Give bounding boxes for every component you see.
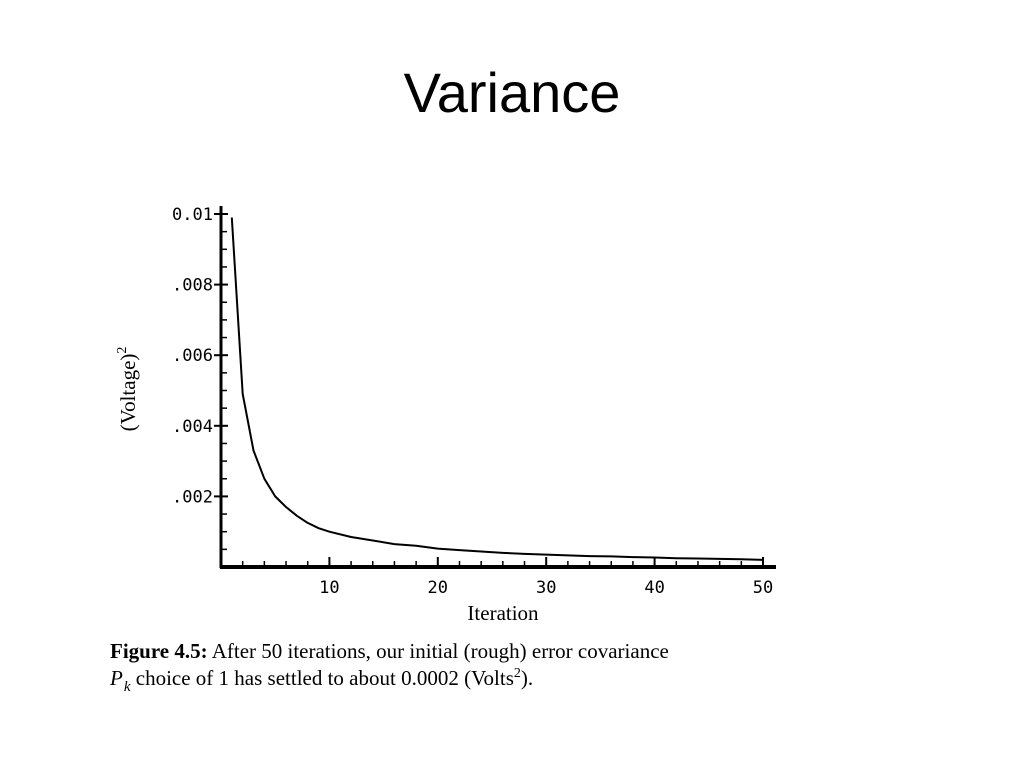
x-axis-title: Iteration: [467, 601, 539, 625]
variance-series-line: [230, 217, 764, 561]
variance-chart: .002 .004 .006 .008 0.01 10 20 30 40 50 Iteration…: [115, 205, 776, 625]
caption-symbol-letter: P: [110, 666, 123, 690]
x-tick-label: 20: [428, 578, 448, 598]
figure-caption: Figure 4.5: After 50 iterations, our ini…: [110, 638, 830, 701]
y-axis-title-superscript: 2: [115, 347, 130, 354]
x-tick-label: 40: [644, 578, 664, 598]
caption-line-2: Pk choice of 1 has settled to about 0.00…: [110, 665, 830, 701]
y-tick-label: .004: [172, 417, 213, 437]
minor-ticks: [221, 213, 764, 567]
caption-label: Figure 4.5:: [110, 639, 208, 663]
y-tick-label: 0.01: [172, 205, 213, 225]
caption-symbol: Pk: [110, 666, 131, 695]
caption-line-1: Figure 4.5: After 50 iterations, our ini…: [110, 638, 830, 665]
y-axis-title: (Voltage)2: [115, 347, 140, 432]
slide-title: Variance: [403, 61, 621, 124]
y-tick-label: .002: [172, 487, 213, 507]
x-tick-label: 10: [319, 578, 339, 598]
x-tick-label: 50: [753, 578, 773, 598]
y-axis-title-group: (Voltage)2: [115, 347, 140, 432]
caption-superscript: 2: [513, 666, 521, 681]
tick-labels: .002 .004 .006 .008 0.01 10 20 30 40 50: [172, 205, 773, 598]
caption-line-1-text: After 50 iterations, our initial (rough)…: [207, 639, 669, 663]
y-tick-label: .008: [172, 276, 213, 296]
caption-line-2-end: ).: [520, 666, 534, 690]
caption-symbol-subscript: k: [123, 679, 131, 695]
y-tick-label: .006: [172, 346, 213, 366]
caption-line-2-text: choice of 1 has settled to about 0.0002 …: [130, 666, 514, 690]
y-axis-title-text: (Voltage): [116, 354, 140, 432]
x-tick-label: 30: [536, 578, 556, 598]
